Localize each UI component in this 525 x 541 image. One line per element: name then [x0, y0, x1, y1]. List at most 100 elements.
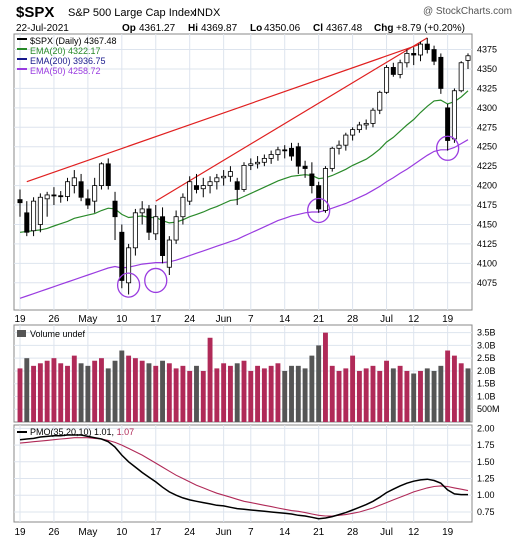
bottom-x-tick-label: 19 — [14, 527, 26, 538]
volume-bar — [350, 355, 356, 422]
candle-down — [193, 185, 199, 190]
volume-bar — [51, 358, 57, 422]
pmo-tick-label: 1.00 — [477, 490, 495, 500]
quote-close: 4367.48 — [326, 23, 363, 34]
candle-down — [24, 212, 30, 233]
volume-bar — [173, 368, 179, 422]
pmo-tick-label: 1.50 — [477, 457, 495, 467]
volume-bar — [58, 363, 64, 422]
volume-legend-label: Volume undef — [30, 329, 86, 339]
volume-legend: Volume undef — [17, 329, 86, 339]
volume-bar — [92, 360, 98, 422]
bottom-x-tick-label: May — [78, 527, 97, 538]
volume-bar — [302, 368, 308, 422]
candle-down — [234, 181, 240, 190]
candle-up — [92, 185, 98, 202]
legend-swatch-price — [17, 38, 27, 40]
candle-up — [132, 212, 138, 249]
candle-down — [316, 185, 322, 210]
bottom-x-tick-label: 12 — [408, 527, 420, 538]
price-x-tick-label: 21 — [313, 314, 325, 325]
price-x-axis: 19 26 May 10 17 24 Jun 7 14 21 28 Jul 12 19 — [14, 314, 453, 325]
candle-up — [173, 216, 179, 241]
price-x-tick-label: 10 — [116, 314, 128, 325]
volume-bar — [248, 370, 254, 422]
volume-bar — [207, 337, 213, 422]
volume-bar — [323, 332, 328, 422]
bottom-x-axis: 19 26 May 10 17 24 Jun 7 14 21 28 Jul 12 19 — [14, 527, 453, 538]
pmo-line — [19, 434, 468, 520]
price-tick-label: 4075 — [477, 278, 497, 288]
volume-bar — [411, 373, 417, 422]
legend-swatch-ema200 — [17, 58, 27, 60]
volume-bar — [289, 365, 294, 422]
volume-bars — [17, 332, 471, 422]
candle-down — [424, 43, 430, 50]
candle-up — [44, 194, 50, 200]
price-tick-label: 4225 — [477, 161, 497, 171]
volume-bar — [465, 368, 471, 422]
volume-bar — [31, 365, 37, 422]
pmo-legend-swatch — [17, 431, 27, 433]
volume-bar — [397, 365, 403, 422]
volume-bar — [234, 363, 240, 422]
price-tick-label: 4275 — [477, 122, 497, 132]
candle-up — [207, 181, 213, 187]
volume-bar — [255, 365, 261, 422]
pmo-grid — [14, 425, 472, 522]
trendline — [26, 43, 421, 183]
quote-low: 4350.06 — [264, 23, 301, 34]
quote-change: +8.79 (+0.20%) — [396, 23, 465, 34]
candle-up — [261, 157, 267, 163]
candle-up — [322, 168, 328, 211]
volume-bar — [356, 370, 362, 422]
legend-ema50: EMA(50) 4258.72 — [30, 66, 101, 76]
candles — [17, 37, 471, 295]
bottom-x-tick-label: 10 — [116, 527, 128, 538]
volume-bar — [139, 360, 145, 422]
candle-up — [227, 171, 233, 177]
symbol-name: S&P 500 Large Cap Index — [68, 7, 196, 19]
volume-bar — [309, 355, 315, 422]
price-x-tick-label: 28 — [347, 314, 359, 325]
bottom-x-tick-label: 26 — [48, 527, 60, 538]
ema20-line — [19, 90, 469, 233]
volume-legend-swatch — [17, 330, 26, 337]
volume-tick-label: 2.5B — [477, 353, 496, 363]
candle-down — [78, 181, 84, 198]
volume-bar — [200, 370, 206, 422]
candle-down — [51, 194, 57, 197]
candle-up — [268, 154, 274, 159]
candle-down — [119, 231, 125, 281]
volume-bar — [85, 365, 91, 422]
quote-close-label: Cl — [313, 23, 323, 34]
volume-y-axis: 500M 1.0B 1.5B 2.0B 2.5B 3.0B 3.5B — [477, 328, 500, 415]
candle-up — [329, 147, 335, 169]
bottom-x-tick-label: 19 — [442, 527, 454, 538]
candle-up — [370, 109, 376, 124]
trendlines — [26, 37, 428, 202]
quote-open-label: Op — [122, 23, 136, 34]
quote-change-label: Chg — [374, 23, 393, 34]
pmo-tick-label: 1.75 — [477, 440, 495, 450]
candle-up — [187, 181, 193, 202]
volume-bar — [17, 368, 23, 422]
volume-tick-label: 3.0B — [477, 340, 496, 350]
candle-up — [126, 247, 132, 284]
volume-bar — [126, 355, 132, 422]
candle-down — [445, 107, 451, 141]
annotation-circle — [116, 272, 141, 298]
volume-bar — [160, 360, 165, 422]
volume-bar — [221, 363, 227, 422]
pmo-tick-label: 1.25 — [477, 474, 495, 484]
candle-up — [248, 163, 254, 166]
bottom-x-tick-label: 28 — [347, 527, 359, 538]
volume-bar — [431, 370, 437, 422]
volume-bar — [451, 355, 457, 422]
volume-bar — [44, 360, 50, 422]
price-tick-label: 4200 — [477, 181, 497, 191]
candle-up — [200, 185, 206, 190]
price-tick-label: 4175 — [477, 200, 497, 210]
candle-down — [309, 173, 315, 187]
